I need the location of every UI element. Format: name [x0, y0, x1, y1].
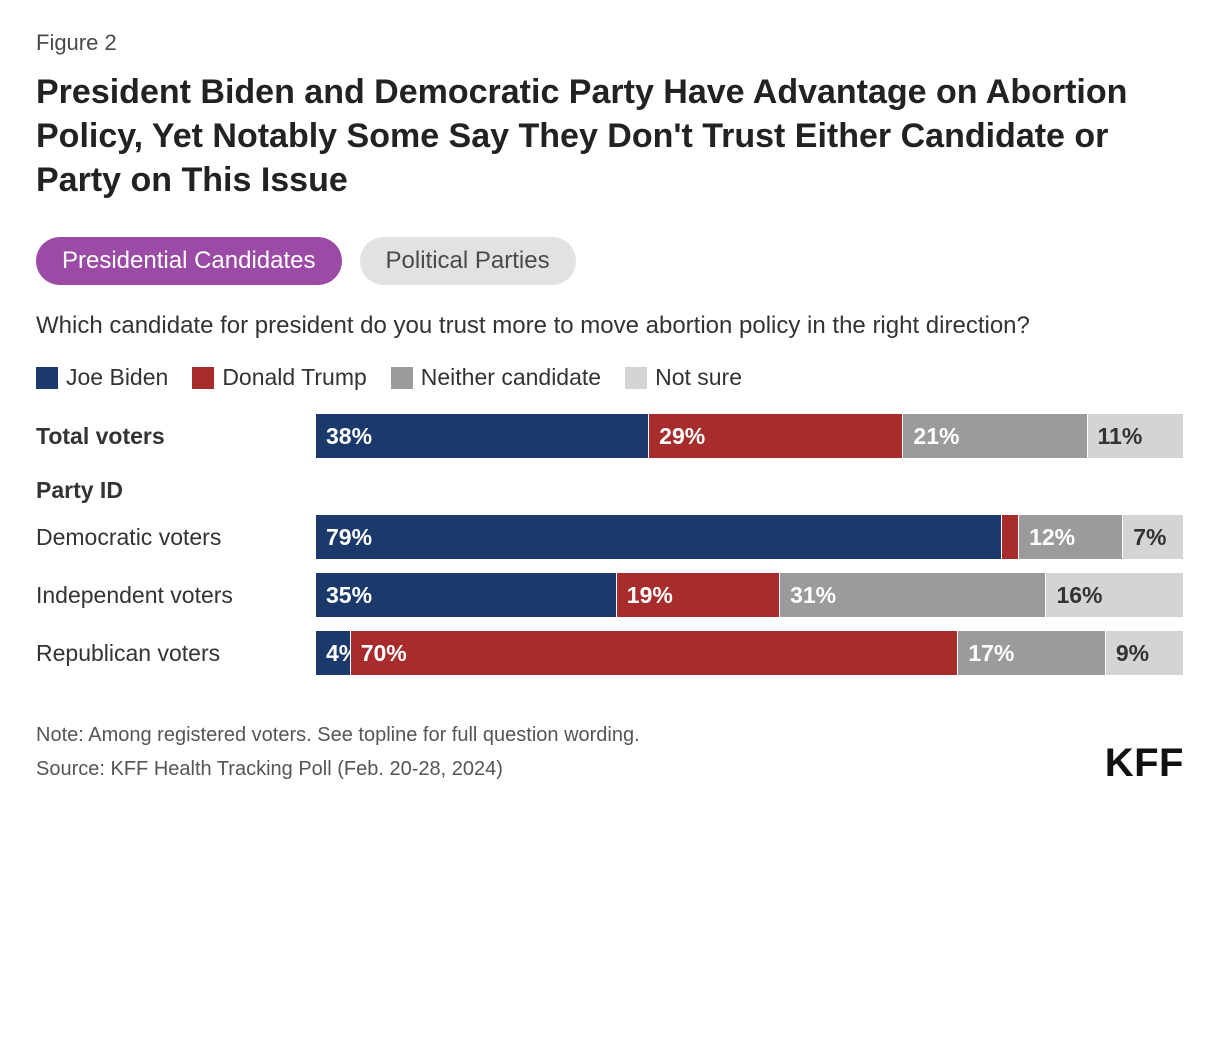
bar-segment: 9%: [1106, 631, 1184, 675]
bar-row: Republican voters4%70%17%9%: [36, 630, 1184, 676]
bar-row: Independent voters35%19%31%16%: [36, 572, 1184, 618]
brand-logo: KFF: [1105, 741, 1184, 786]
bar-row: Democratic voters79% 12%7%: [36, 514, 1184, 560]
row-label: Republican voters: [36, 640, 316, 667]
bar-stack: 79% 12%7%: [316, 515, 1184, 559]
footnote-note: Note: Among registered voters. See topli…: [36, 718, 640, 752]
legend: Joe Biden Donald Trump Neither candidate No…: [36, 364, 1184, 391]
survey-question: Which candidate for president do you tru…: [36, 309, 1156, 343]
bar-stack: 4%70%17%9%: [316, 631, 1184, 675]
bar-segment: 16%: [1046, 573, 1184, 617]
figure-number: Figure 2: [36, 30, 1184, 56]
legend-swatch: [36, 367, 58, 389]
bar-row: Total voters38%29%21%11%: [36, 413, 1184, 459]
group-header: Party ID: [36, 477, 1184, 504]
legend-item: Not sure: [625, 364, 742, 391]
row-label: Democratic voters: [36, 524, 316, 551]
bar-segment: 21%: [903, 414, 1087, 458]
legend-item: Donald Trump: [192, 364, 366, 391]
tab-political-parties[interactable]: Political Parties: [360, 237, 576, 285]
footnote-source: Source: KFF Health Tracking Poll (Feb. 2…: [36, 752, 640, 786]
bar-segment: 31%: [780, 573, 1046, 617]
bar-segment: 35%: [316, 573, 617, 617]
bar-segment: 19%: [617, 573, 780, 617]
legend-swatch: [192, 367, 214, 389]
bar-segment: 7%: [1123, 515, 1184, 559]
tab-presidential-candidates[interactable]: Presidential Candidates: [36, 237, 342, 285]
stacked-bar-chart: Total voters38%29%21%11% Party ID Democrat…: [36, 413, 1184, 676]
bar-segment: 38%: [316, 414, 649, 458]
legend-label: Not sure: [655, 364, 742, 391]
legend-swatch: [391, 367, 413, 389]
bar-segment: 4%: [316, 631, 351, 675]
bar-segment: 70%: [351, 631, 959, 675]
legend-swatch: [625, 367, 647, 389]
legend-label: Neither candidate: [421, 364, 601, 391]
bar-stack: 38%29%21%11%: [316, 414, 1184, 458]
legend-item: Joe Biden: [36, 364, 168, 391]
bar-segment: 12%: [1019, 515, 1123, 559]
bar-segment: 17%: [958, 631, 1106, 675]
legend-label: Joe Biden: [66, 364, 168, 391]
bar-segment: 79%: [316, 515, 1002, 559]
legend-label: Donald Trump: [222, 364, 366, 391]
bar-segment: 11%: [1088, 414, 1184, 458]
legend-item: Neither candidate: [391, 364, 601, 391]
row-label: Independent voters: [36, 582, 316, 609]
bar-stack: 35%19%31%16%: [316, 573, 1184, 617]
row-label: Total voters: [36, 423, 316, 450]
tab-bar: Presidential Candidates Political Parties: [36, 237, 1184, 285]
bar-segment: [1002, 515, 1019, 559]
bar-segment: 29%: [649, 414, 903, 458]
chart-title: President Biden and Democratic Party Hav…: [36, 70, 1136, 203]
